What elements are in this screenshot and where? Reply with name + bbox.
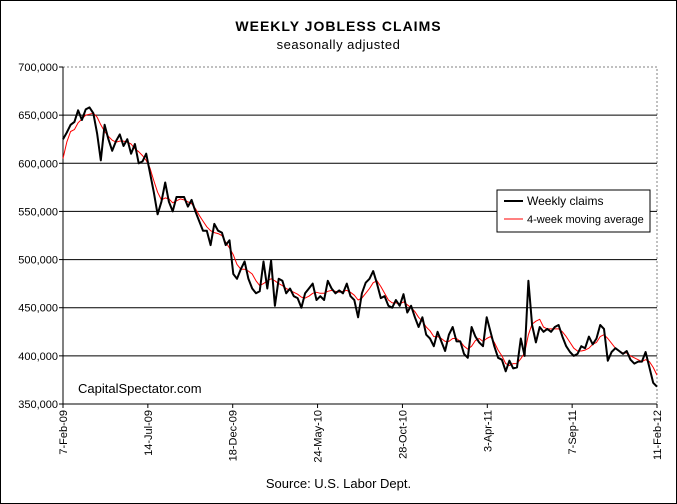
legend-label-moving-average: 4-week moving average — [527, 214, 644, 226]
x-tick-label: 7-Feb-09 — [58, 410, 70, 455]
y-tick-label: 500,000 — [18, 255, 58, 267]
source-note: Source: U.S. Labor Dept. — [265, 476, 412, 491]
series-line-weekly-claims — [62, 106, 658, 388]
x-tick-label: 14-Jul-09 — [143, 410, 155, 456]
y-tick-label: 550,000 — [18, 206, 58, 218]
plot-area: 350,000 400,000 450,000 500,000 550,000 600,0… — [18, 62, 664, 463]
watermark-text: CapitalSpectator.com — [78, 381, 202, 396]
x-tick-label: 24-May-10 — [313, 410, 325, 463]
y-tick-label: 350,000 — [18, 399, 58, 411]
x-tick-label: 3-Apr-11 — [482, 410, 494, 452]
x-axis: 7-Feb-09 14-Jul-09 18-Dec-09 24-May-10 28-Oc… — [58, 404, 664, 463]
x-tick-label: 28-Oct-10 — [397, 410, 409, 459]
y-tick-label: 700,000 — [18, 62, 58, 74]
y-tick-label: 600,000 — [18, 158, 58, 170]
legend-box — [496, 189, 651, 233]
chart-title: WEEKLY JOBLESS CLAIMS — [235, 18, 442, 34]
y-tick-label: 450,000 — [18, 303, 58, 315]
gridlines — [63, 114, 657, 357]
y-axis: 350,000 400,000 450,000 500,000 550,000 600,0… — [18, 62, 657, 411]
y-tick-label: 650,000 — [18, 110, 58, 122]
y-tick-label: 400,000 — [18, 351, 58, 363]
plot-border — [62, 66, 658, 405]
series-line-moving-average — [62, 112, 658, 376]
chart-subtitle: seasonally adjusted — [276, 37, 401, 52]
legend: Weekly claims 4-week moving average — [496, 189, 651, 233]
x-tick-label: 18-Dec-09 — [228, 410, 240, 461]
legend-label-weekly: Weekly claims — [527, 194, 603, 208]
series-layer — [62, 106, 658, 388]
x-tick-label: 7-Sep-11 — [567, 410, 579, 454]
x-tick-label: 11-Feb-12 — [652, 410, 664, 460]
